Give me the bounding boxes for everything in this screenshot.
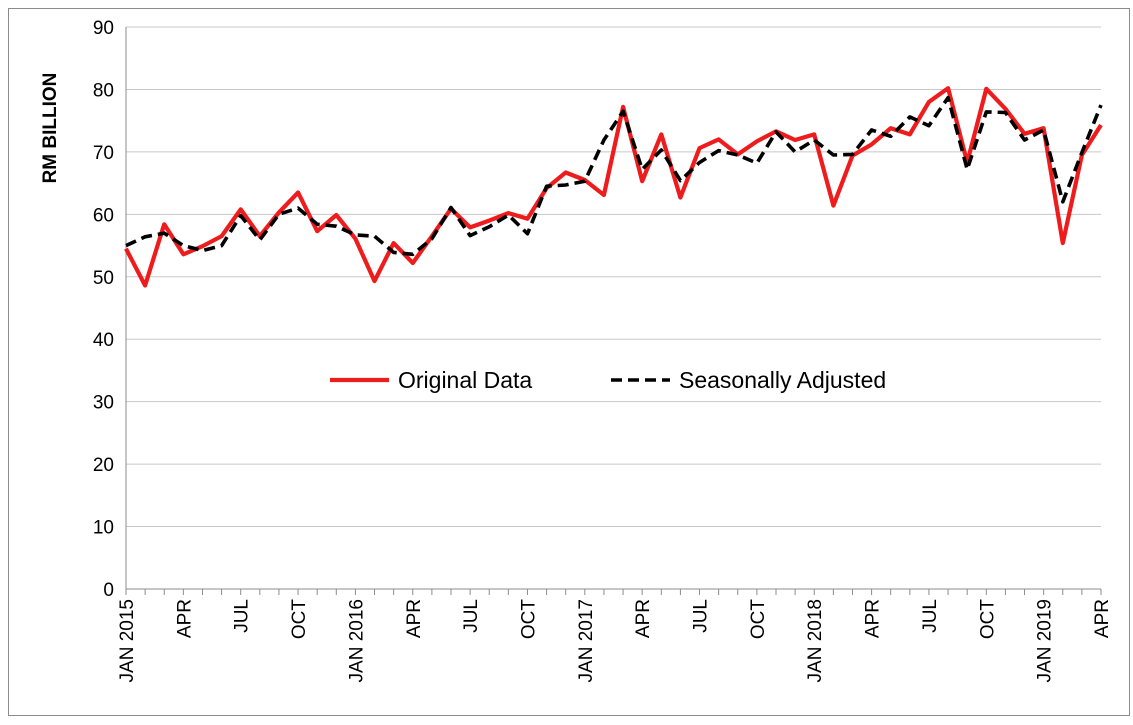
x-tick-label: OCT bbox=[518, 599, 539, 640]
y-tick-label: 30 bbox=[93, 393, 114, 414]
x-tick-label: APR bbox=[633, 599, 654, 638]
x-tick-label: APR bbox=[404, 599, 425, 638]
chart-border bbox=[8, 8, 1130, 716]
legend-label: Original Data bbox=[398, 367, 532, 393]
y-tick-label: 90 bbox=[93, 18, 114, 39]
x-tick-label: JAN 2017 bbox=[576, 599, 597, 682]
x-tick-label: OCT bbox=[977, 599, 998, 640]
x-tick-label: APR bbox=[1092, 599, 1113, 638]
series-line-seasonally-adjusted bbox=[125, 95, 1103, 257]
y-tick-labels: 0 10 20 30 40 50 60 70 80 90 bbox=[93, 18, 114, 601]
y-tick-label: 40 bbox=[93, 330, 114, 351]
legend-label: Seasonally Adjusted bbox=[679, 367, 886, 393]
x-tick-label: JUL bbox=[691, 599, 712, 633]
x-tick-label: APR bbox=[863, 599, 884, 638]
y-tick-label: 50 bbox=[93, 268, 114, 289]
axes bbox=[125, 27, 1102, 595]
series-line-original-data bbox=[124, 86, 1103, 288]
x-tick-labels: JAN 2015 APR JUL OCT JAN 2016 APR JUL OCT JAN 20… bbox=[117, 599, 1113, 683]
legend: Original Data Seasonally Adjusted bbox=[330, 367, 886, 393]
y-axis-title: RM BILLION bbox=[40, 73, 61, 184]
x-tick-label: JAN 2016 bbox=[346, 599, 367, 682]
x-tick-label: JUL bbox=[232, 599, 253, 633]
y-tick-label: 60 bbox=[93, 205, 114, 226]
series-lines bbox=[124, 86, 1103, 288]
y-tick-label: 0 bbox=[103, 580, 114, 601]
x-tick-label: JAN 2015 bbox=[117, 599, 138, 682]
x-tick-label: JAN 2019 bbox=[1035, 599, 1056, 682]
y-tick-label: 10 bbox=[93, 518, 114, 539]
x-tick-label: APR bbox=[174, 599, 195, 638]
x-tick-label: OCT bbox=[289, 599, 310, 640]
y-tick-label: 70 bbox=[93, 143, 114, 164]
y-tick-label: 80 bbox=[93, 80, 114, 101]
y-tick-label: 20 bbox=[93, 455, 114, 476]
gridlines bbox=[126, 26, 1101, 528]
x-tick-label: JAN 2018 bbox=[805, 599, 826, 682]
x-tick-label: JUL bbox=[461, 599, 482, 633]
x-tick-label: OCT bbox=[748, 599, 769, 640]
x-tick-label: JUL bbox=[920, 599, 941, 633]
